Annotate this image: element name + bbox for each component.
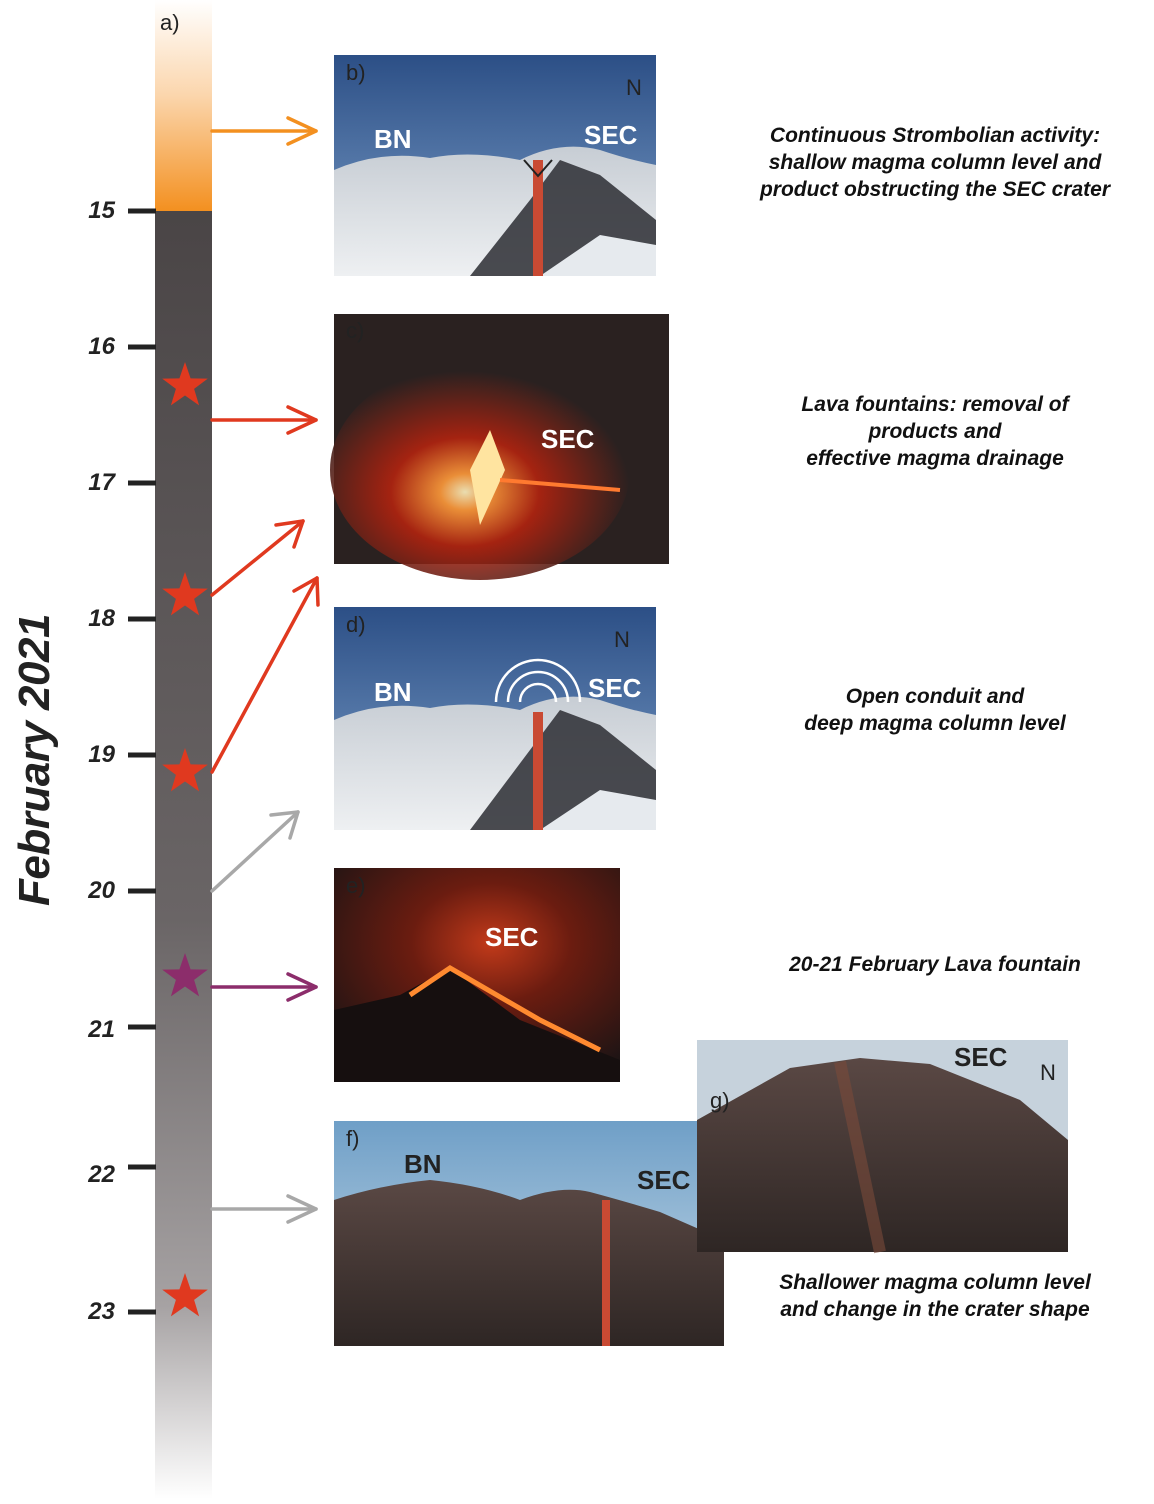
panel-letter-f: f) [346,1126,360,1151]
timeline-bar [155,0,212,1499]
f-label-sec: SEC [637,1165,691,1195]
c-label-sec: SEC [541,424,595,454]
lava-fountain-star-3 [162,748,208,792]
photo-labels: BN SEC SEC BN SEC SEC [374,120,642,952]
north-arrow-icon-d: N [614,627,630,652]
tick-label-23: 23 [88,1298,115,1325]
event-stars [162,362,208,1317]
desc-line: 20-21 February Lava fountain [789,953,1081,976]
arrow-to-c-3 [210,576,320,774]
tick-label-15: 15 [88,197,115,224]
tick-label-16: 16 [88,333,115,360]
d-label-bn: BN [374,677,412,707]
photo-g: N [697,1040,1068,1254]
radar-waves-icon [494,658,582,703]
desc-line: Open conduit and [845,685,1025,708]
panel-letter-a: a) [160,10,180,35]
desc-line: Continuous Strombolian activity: [769,124,1101,147]
photo-f [334,1121,724,1346]
strombolian-period [155,0,212,211]
description-strombolian: Continuous Strombolian activity: shallow… [720,122,1150,203]
arrow-to-c-2 [210,519,305,597]
tick-label-18: 18 [88,605,115,632]
desc-line: product obstructing the SEC crater [759,178,1111,201]
lava-fountain-star-2 [162,572,208,616]
arrow-to-d [210,810,300,893]
panel-letter-d: d) [346,612,366,637]
photo-labels-dark: BN SEC SEC [404,1042,1008,1195]
tick-label-17: 17 [88,469,115,496]
photo-b: N [334,55,656,276]
desc-line: deep magma column level [804,712,1066,735]
d-label-sec: SEC [588,673,642,703]
north-arrow-icon-g: N [1040,1060,1056,1085]
panel-letter-c: c) [346,318,365,343]
arrow-to-b [210,116,318,146]
tick-label-21: 21 [88,1016,115,1043]
photo-c [330,314,669,580]
panel-letter-b: b) [346,60,366,85]
north-arrow-icon: N [626,75,642,100]
lava-fountain-star-1 [162,362,208,406]
timeline-ticks [128,208,156,1315]
axis-title: February 2021 [10,614,59,906]
f-label-bn: BN [404,1149,442,1179]
desc-line: and change in the crater shape [780,1298,1090,1321]
arrow-to-e [210,972,318,1002]
desc-line: Lava fountains: removal of [801,393,1069,416]
panel-letter-g: g) [710,1088,730,1113]
lava-fountain-star-4 [162,953,208,997]
panel-letter-e: e) [346,873,366,898]
photo-d: N [334,607,656,830]
description-shallower-column: Shallower magma column level and change … [720,1269,1150,1323]
tick-label-19: 19 [88,741,115,768]
b-label-bn: BN [374,124,412,154]
lava-fountain-star-5 [162,1273,208,1317]
desc-line: shallow magma column level and [768,151,1102,174]
desc-line: products and [868,420,1002,443]
e-label-sec: SEC [485,922,539,952]
arrow-to-c-1 [210,405,318,435]
b-label-sec: SEC [584,120,638,150]
tick-label-20: 20 [88,877,115,904]
photo-e [334,868,620,1082]
arrow-to-f [210,1194,318,1224]
desc-line: effective magma drainage [806,447,1064,470]
description-lava-fountains: Lava fountains: removal of products and … [720,391,1150,472]
arrows [210,116,320,1224]
desc-line: Shallower magma column level [779,1271,1091,1294]
description-20-21-fountain: 20-21 February Lava fountain [720,951,1150,978]
tick-label-22: 22 [88,1161,115,1188]
g-label-sec: SEC [954,1042,1008,1072]
description-open-conduit: Open conduit and deep magma column level [720,683,1150,737]
